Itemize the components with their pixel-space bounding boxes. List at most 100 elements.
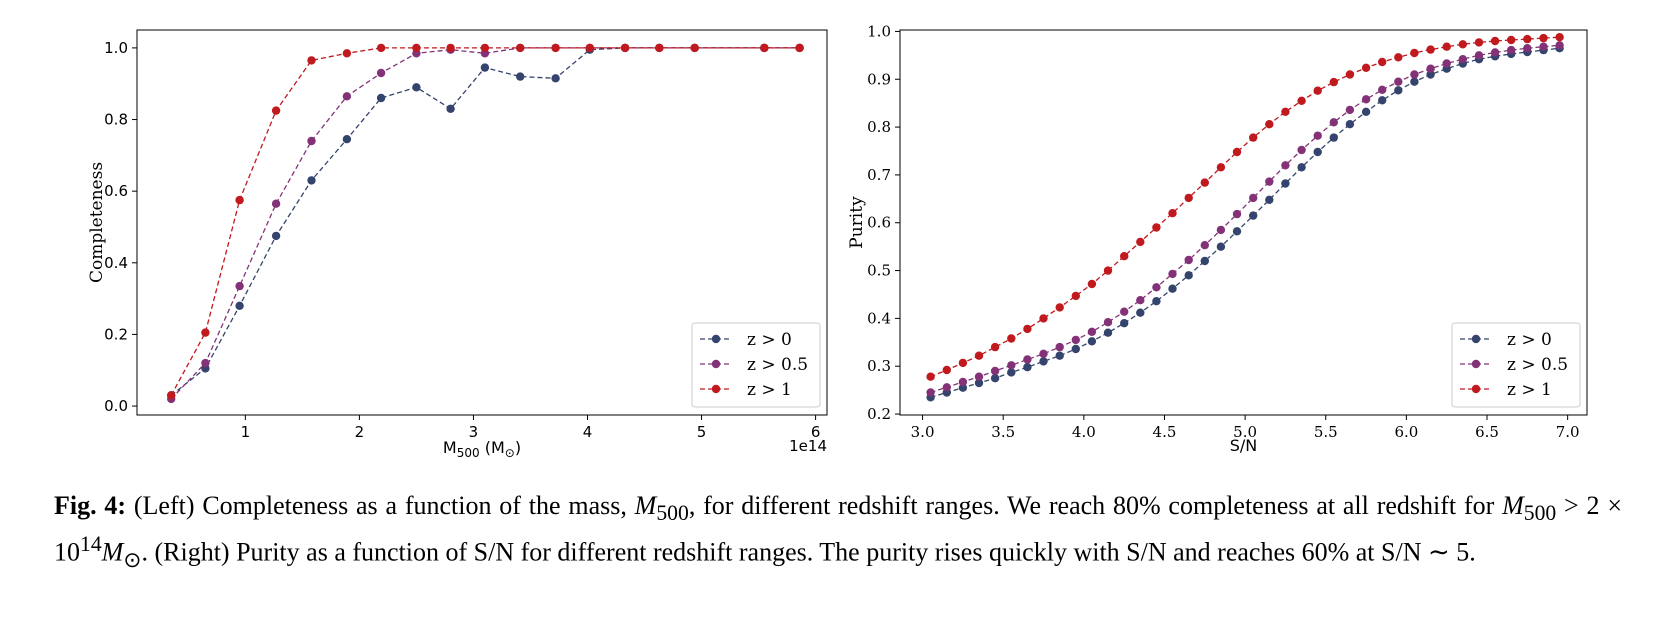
x-tick-label: 6.5	[1475, 423, 1499, 441]
data-point	[760, 43, 769, 53]
data-point	[1378, 57, 1387, 67]
data-point	[1329, 77, 1339, 87]
data-point	[1281, 107, 1290, 117]
plot-frame	[136, 29, 828, 416]
data-point	[1007, 334, 1016, 343]
data-point	[942, 365, 951, 375]
y-axis-label: Completeness	[87, 162, 107, 283]
data-point	[446, 43, 455, 53]
data-point	[201, 328, 210, 337]
data-point	[1232, 227, 1242, 236]
series-line-2	[930, 44, 1560, 394]
y-tick-label: 0.2	[104, 325, 128, 343]
data-point	[1249, 193, 1258, 203]
y-tick-label: 0.4	[867, 309, 891, 327]
data-point	[1297, 145, 1306, 155]
data-point	[1055, 351, 1064, 360]
data-point	[1361, 63, 1371, 72]
data-point	[974, 372, 984, 381]
legend-marker	[1471, 334, 1481, 344]
data-point	[1523, 34, 1532, 44]
legend-marker	[711, 384, 721, 394]
legend-label: z > 1	[747, 380, 792, 400]
caption-text-2: , for different redshift ranges. We reac…	[688, 491, 1503, 520]
data-point	[1442, 59, 1451, 68]
y-axis-label: Purity	[847, 196, 867, 249]
data-point	[1507, 35, 1516, 45]
y-tick-label: 0.5	[867, 262, 891, 280]
data-point	[1200, 178, 1210, 187]
x-tick-label: 7.0	[1556, 423, 1580, 441]
x-tick-label: 4	[583, 423, 593, 441]
data-point	[1007, 368, 1016, 377]
data-point	[1378, 96, 1387, 105]
data-point	[1103, 266, 1113, 275]
data-point	[1345, 120, 1355, 129]
data-point	[795, 43, 804, 53]
x-tick-label: 4.0	[1072, 423, 1096, 441]
data-point	[1426, 64, 1435, 73]
data-point	[1265, 120, 1274, 129]
data-point	[1345, 105, 1355, 115]
legend-marker	[711, 359, 721, 369]
data-point	[1103, 328, 1113, 337]
legend-box	[691, 322, 821, 408]
data-point	[1216, 225, 1226, 235]
data-point	[942, 383, 951, 392]
data-point	[1394, 53, 1403, 62]
legend-label: z > 0.5	[747, 355, 808, 375]
data-point	[235, 301, 244, 310]
y-tick-label: 0.6	[867, 214, 891, 232]
data-point	[271, 199, 281, 208]
x-axis-label-part: )	[515, 438, 521, 457]
data-point	[1410, 70, 1419, 79]
data-point	[1184, 193, 1193, 203]
data-point	[1281, 179, 1290, 188]
data-point	[690, 43, 699, 53]
caption-text-3: > 2 × 10	[54, 491, 1622, 567]
y-tick-label: 0.3	[867, 357, 891, 375]
data-point	[1232, 147, 1242, 157]
caption-text-4: . (Right) Purity as a function of S/N fo…	[141, 537, 1476, 567]
data-point	[1361, 95, 1371, 104]
data-point	[1265, 177, 1274, 186]
data-point	[342, 92, 352, 101]
data-point	[446, 104, 455, 114]
data-point	[1184, 255, 1193, 265]
data-point	[1313, 131, 1322, 140]
data-point	[376, 68, 386, 78]
data-point	[1152, 283, 1161, 292]
data-point	[167, 391, 176, 400]
data-point	[1216, 163, 1226, 172]
data-point	[1103, 318, 1113, 327]
data-point	[342, 135, 352, 144]
data-point	[1458, 40, 1468, 49]
legend-label: z > 0	[1507, 330, 1552, 350]
data-point	[1023, 363, 1032, 372]
data-point	[1039, 349, 1048, 358]
data-point	[926, 372, 935, 381]
x-tick-label: 2	[355, 423, 365, 441]
data-point	[1394, 77, 1403, 86]
data-point	[307, 136, 316, 146]
y-tick-label: 0.4	[104, 254, 128, 272]
x-axis-label-subscript: ⊙	[505, 446, 515, 460]
data-point	[990, 342, 1000, 352]
x-axis-label: S/N	[1230, 436, 1258, 455]
data-point	[1426, 45, 1435, 54]
data-point	[1136, 237, 1145, 247]
x-tick-label: 4.5	[1153, 423, 1177, 441]
data-point	[480, 43, 490, 53]
data-point	[1216, 242, 1226, 251]
data-point	[990, 366, 1000, 376]
data-point	[1378, 85, 1387, 95]
data-point	[1313, 86, 1322, 95]
data-point	[1136, 296, 1145, 305]
data-point	[1555, 41, 1564, 50]
legend-label: z > 1	[1507, 380, 1552, 400]
data-point	[1087, 327, 1097, 336]
y-tick-label: 0.8	[104, 111, 128, 129]
data-point	[1168, 209, 1177, 218]
caption-m3: M	[101, 537, 124, 567]
data-point	[271, 231, 281, 241]
